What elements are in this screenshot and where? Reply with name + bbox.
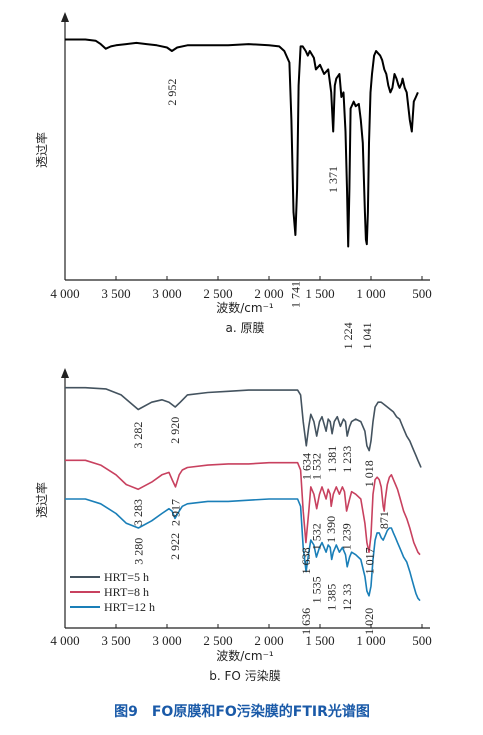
x-tick-label: 1 000	[356, 286, 385, 301]
peak-label: 3 282	[131, 422, 145, 449]
spectrum-line-1	[65, 386, 422, 468]
spectrum-line-2	[65, 459, 421, 556]
x-tick-label: 3 500	[101, 633, 130, 648]
panel-b-x-label: 波数/cm⁻¹	[216, 648, 274, 663]
x-tick-label: 1 500	[305, 633, 334, 648]
legend-label: HRT=8 h	[104, 585, 149, 599]
peak-label: 2 917	[169, 499, 183, 526]
panel-b-subtitle: b. FO 污染膜	[209, 668, 280, 683]
x-tick-label: 1 500	[305, 286, 334, 301]
peak-label: 1 020	[362, 608, 376, 635]
peak-label: 1 636	[299, 608, 313, 635]
peak-label: 1 535	[309, 576, 323, 603]
peak-label: 1 532	[310, 523, 324, 550]
panel-b-fouled-membrane: 4 000 3 500 3 000 2 500 2 000 1 500 1 000 500 3…	[34, 368, 432, 683]
peak-label: 1 638	[299, 547, 313, 574]
peak-label: 3 283	[131, 499, 145, 526]
peak-label: 1 041	[360, 322, 374, 349]
x-tick-label: 500	[412, 286, 432, 301]
peak-label: 3 280	[131, 538, 145, 565]
peak-label: 2 922	[168, 533, 182, 560]
x-tick-label: 4 000	[50, 286, 79, 301]
x-tick-label: 3 500	[101, 286, 130, 301]
figure-caption: 图9 FO原膜和FO污染膜的FTIR光谱图	[114, 703, 370, 720]
peak-label: 1 239	[340, 523, 354, 550]
peak-label: 12 33	[340, 584, 354, 611]
spectrum-line-1	[65, 38, 419, 248]
peak-label: 1 017	[362, 547, 376, 574]
legend-label: HRT=12 h	[104, 600, 155, 614]
peak-label: 2 920	[168, 417, 182, 444]
peak-label: 1 390	[324, 516, 338, 543]
x-tick-label: 2 000	[254, 633, 283, 648]
x-tick-label: 3 000	[152, 633, 181, 648]
x-tick-label: 2 000	[254, 286, 283, 301]
peak-label: 1 371	[326, 166, 340, 193]
peak-label: 1 741	[288, 281, 302, 308]
panel-a-original-membrane: 4 000 3 500 3 000 2 500 2 000 1 500 1 000 500 2…	[34, 12, 432, 349]
peak-label: 1 233	[340, 446, 354, 473]
spectrum-line-3	[65, 498, 421, 602]
peak-label: 2 952	[165, 79, 179, 106]
peak-label: 1 381	[325, 446, 339, 473]
x-tick-label: 2 500	[203, 286, 232, 301]
peak-label: 1 532	[310, 453, 324, 480]
x-tick-label: 4 000	[50, 633, 79, 648]
peak-label: 1 224	[341, 322, 355, 349]
panel-b-y-label: 透过率	[34, 482, 49, 518]
panel-a-subtitle: a. 原膜	[226, 321, 265, 335]
x-tick-label: 1 000	[356, 633, 385, 648]
peak-label: 1 018	[362, 460, 376, 487]
panel-a-x-label: 波数/cm⁻¹	[216, 300, 274, 315]
peak-label: 1 634	[299, 453, 313, 480]
x-tick-label: 2 500	[203, 633, 232, 648]
x-tick-label: 500	[412, 633, 432, 648]
panel-a-y-label: 透过率	[34, 132, 49, 168]
x-tick-label: 3 000	[152, 286, 181, 301]
peak-label: 1 385	[325, 584, 339, 611]
panel-a-y-arrow	[61, 12, 69, 22]
peak-label: 871	[377, 511, 391, 529]
panel-b-y-arrow	[61, 368, 69, 378]
legend-label: HRT=5 h	[104, 570, 149, 584]
